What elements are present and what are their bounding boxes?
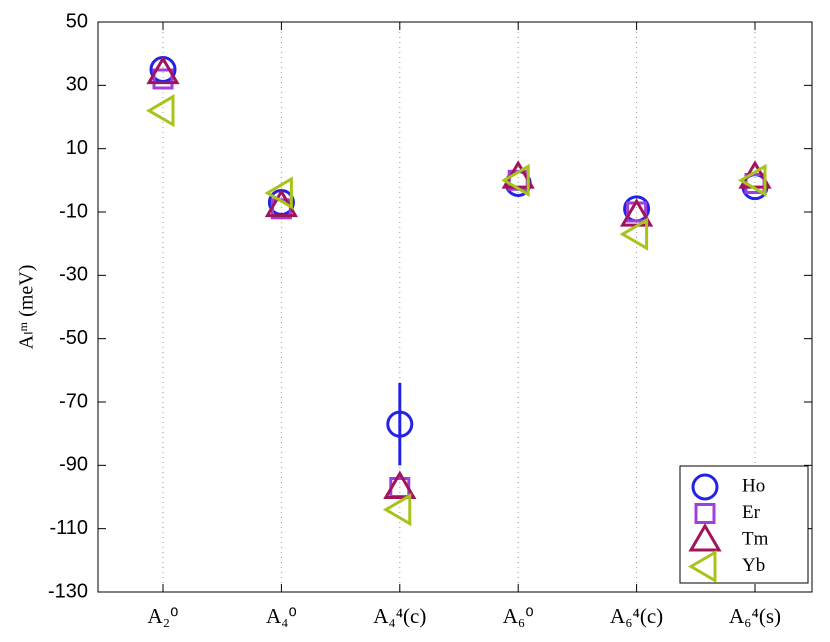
y-tick-label: 10 bbox=[66, 137, 88, 159]
y-tick-label: -10 bbox=[59, 200, 88, 222]
y-tick-label: -50 bbox=[59, 327, 88, 349]
y-tick-label: -130 bbox=[48, 580, 88, 602]
y-axis-label: Aₗᵐ (meV) bbox=[16, 265, 38, 350]
point bbox=[501, 163, 530, 197]
y-tick-label: -110 bbox=[49, 517, 88, 539]
legend-label: Tm bbox=[742, 528, 769, 549]
y-tick-label: -70 bbox=[59, 390, 88, 412]
point bbox=[264, 176, 293, 210]
point bbox=[383, 470, 417, 499]
y-tick-label: 30 bbox=[66, 74, 88, 96]
legend-marker bbox=[691, 473, 719, 501]
point bbox=[382, 493, 412, 527]
plot-frame bbox=[97, 21, 813, 593]
legend-marker bbox=[694, 503, 716, 524]
point bbox=[738, 163, 767, 197]
legend-label: Ho bbox=[742, 475, 765, 496]
point bbox=[386, 410, 414, 438]
point bbox=[146, 94, 175, 128]
legend-label: Yb bbox=[742, 555, 765, 576]
point bbox=[152, 68, 174, 90]
x-tick-label: A₄⁰ bbox=[266, 604, 297, 628]
point bbox=[146, 55, 180, 85]
point bbox=[619, 217, 649, 251]
legend-marker bbox=[688, 523, 722, 552]
legend-marker bbox=[688, 549, 717, 584]
legend-label: Er bbox=[742, 502, 761, 523]
x-tick-label: A₆⁴(s) bbox=[729, 604, 781, 628]
y-tick-label: 50 bbox=[66, 10, 88, 32]
y-tick-label: -90 bbox=[59, 454, 88, 476]
x-tick-label: A₆⁰ bbox=[503, 604, 534, 628]
legend-box bbox=[679, 465, 809, 584]
x-tick-label: A₄⁴(c) bbox=[373, 604, 426, 628]
x-tick-label: A₆⁴(c) bbox=[610, 604, 663, 628]
y-tick-label: -30 bbox=[59, 264, 88, 286]
x-tick-label: A₂⁰ bbox=[148, 604, 179, 628]
